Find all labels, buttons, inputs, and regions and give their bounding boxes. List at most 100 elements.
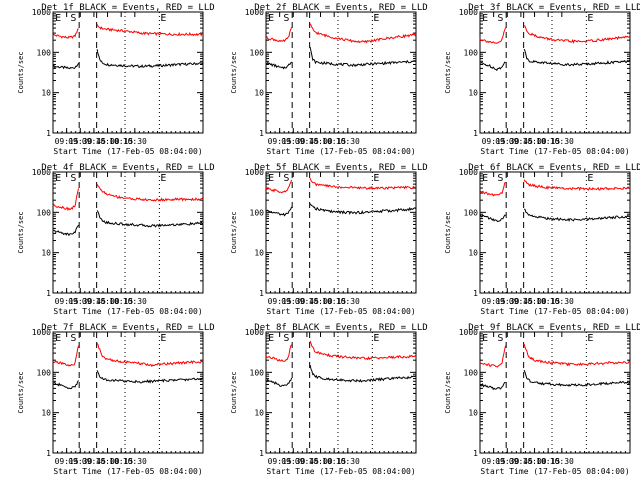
series-line-events — [52, 62, 80, 70]
series-line-events — [479, 61, 506, 72]
series-line-lld — [309, 23, 417, 44]
x-tick-label: 10:30 — [550, 457, 574, 466]
x-axis-label: Start Time (17-Feb-05 08:04:00) — [480, 467, 629, 476]
y-tick-label: 10 — [468, 249, 478, 258]
y-axis-label: Counts/sec — [17, 51, 25, 93]
x-tick-label: 09:15 — [268, 137, 292, 146]
y-tick-label: 10 — [468, 89, 478, 98]
marker-label-s: S — [70, 13, 76, 24]
marker-label-s: S — [283, 173, 289, 184]
series-line-events — [479, 381, 506, 391]
x-axis-label: Start Time (17-Feb-05 08:04:00) — [480, 307, 629, 316]
chart-title: Det 7f BLACK = Events, RED = LLD — [41, 323, 214, 333]
chart-title: Det 5f BLACK = Events, RED = LLD — [254, 163, 427, 173]
series-line-lld — [96, 343, 204, 368]
y-tick-label: 1000 — [459, 328, 478, 337]
marker-label-e: E — [268, 333, 274, 344]
marker-label-s: S — [283, 333, 289, 344]
x-tick-label: 10:30 — [336, 137, 360, 146]
series-line-lld — [265, 27, 293, 43]
series-line-events — [53, 224, 79, 237]
series-line-events — [265, 206, 293, 217]
x-tick-label: 10:00 — [95, 137, 119, 146]
marker-label-e: E — [160, 13, 166, 24]
chart-title: Det 8f BLACK = Events, RED = LLD — [254, 323, 427, 333]
x-axis-label: Start Time (17-Feb-05 08:04:00) — [53, 467, 202, 476]
y-tick-label: 1 — [473, 449, 478, 458]
plot-frame — [52, 11, 204, 134]
x-tick-label: 10:15 — [322, 137, 346, 146]
y-axis-label: Counts/sec — [17, 371, 25, 413]
x-tick-label: 09:15 — [482, 297, 506, 306]
series-line-lld — [479, 345, 507, 368]
x-tick-label: 09:15 — [268, 457, 292, 466]
x-tick-label: 09:15 — [268, 297, 292, 306]
series-line-events — [523, 369, 631, 387]
series-line-lld — [523, 25, 631, 44]
x-tick-label: 10:15 — [322, 297, 346, 306]
x-tick-label: 10:30 — [550, 137, 574, 146]
chart-title: Det 2f BLACK = Events, RED = LLD — [254, 3, 427, 13]
x-tick-label: 09:30 — [281, 457, 305, 466]
y-tick-label: 1 — [46, 289, 51, 298]
y-axis-label: Counts/sec — [230, 211, 238, 253]
series-line-lld — [265, 344, 293, 362]
marker-label-e: E — [55, 173, 61, 184]
chart-title: Det 1f BLACK = Events, RED = LLD — [41, 3, 214, 13]
y-tick-label: 1 — [473, 289, 478, 298]
detector-panel-7: Det 7f BLACK = Events, RED = LLD 1 10 100 10… — [17, 323, 215, 476]
series-line-events — [265, 61, 292, 70]
y-tick-label: 1 — [46, 129, 51, 138]
chart-title: Det 3f BLACK = Events, RED = LLD — [468, 3, 640, 13]
y-tick-label: 1000 — [459, 8, 478, 17]
x-axis-label: Start Time (17-Feb-05 08:04:00) — [266, 467, 415, 476]
y-tick-label: 10 — [254, 89, 264, 98]
detector-panel-6: Det 6f BLACK = Events, RED = LLD 1 10 100 10… — [444, 163, 640, 316]
x-tick-label: 10:15 — [536, 137, 560, 146]
y-tick-label: 100 — [37, 368, 52, 377]
x-axis-label: Start Time (17-Feb-05 08:04:00) — [53, 307, 202, 316]
y-tick-label: 1000 — [32, 328, 51, 337]
marker-label-e: E — [268, 173, 274, 184]
detector-panel-9: Det 9f BLACK = Events, RED = LLD 1 10 100 10… — [444, 323, 640, 476]
x-tick-label: 10:15 — [109, 137, 133, 146]
series-line-lld — [479, 27, 507, 44]
marker-label-e: E — [160, 333, 166, 344]
marker-label-s: S — [497, 333, 503, 344]
series-line-events — [524, 208, 631, 222]
series-line-events — [52, 380, 79, 390]
y-tick-label: 100 — [464, 208, 479, 217]
marker-label-e: E — [268, 13, 274, 24]
y-tick-label: 10 — [254, 409, 264, 418]
marker-label-e: E — [482, 333, 488, 344]
series-line-events — [96, 370, 204, 384]
y-tick-label: 1000 — [459, 168, 478, 177]
x-tick-label: 10:00 — [95, 297, 119, 306]
x-tick-label: 10:00 — [522, 137, 546, 146]
x-tick-label: 09:30 — [281, 297, 305, 306]
marker-label-e: E — [482, 13, 488, 24]
detector-panel-3: Det 3f BLACK = Events, RED = LLD 1 10 100 10… — [444, 3, 640, 156]
y-tick-label: 100 — [250, 48, 265, 57]
series-line-lld — [96, 24, 204, 37]
marker-label-e: E — [373, 173, 379, 184]
detector-panel-1: Det 1f BLACK = Events, RED = LLD 1 10 100 10… — [17, 3, 215, 156]
x-axis-label: Start Time (17-Feb-05 08:04:00) — [480, 147, 629, 156]
x-tick-label: 09:30 — [68, 457, 92, 466]
x-tick-label: 10:30 — [550, 297, 574, 306]
x-tick-label: 09:45 — [295, 137, 319, 146]
x-tick-label: 10:15 — [109, 297, 133, 306]
x-tick-label: 10:15 — [322, 457, 346, 466]
series-line-events — [309, 46, 417, 68]
x-tick-label: 09:30 — [281, 137, 305, 146]
y-axis-label: Counts/sec — [444, 211, 452, 253]
x-tick-label: 10:15 — [536, 297, 560, 306]
marker-label-s: S — [70, 333, 76, 344]
y-tick-label: 1000 — [245, 328, 264, 337]
marker-label-s: S — [283, 13, 289, 24]
marker-label-s: S — [497, 173, 503, 184]
y-tick-label: 1 — [259, 129, 264, 138]
marker-label-e: E — [587, 173, 593, 184]
plot-frame — [265, 331, 417, 454]
series-line-lld — [523, 343, 631, 367]
